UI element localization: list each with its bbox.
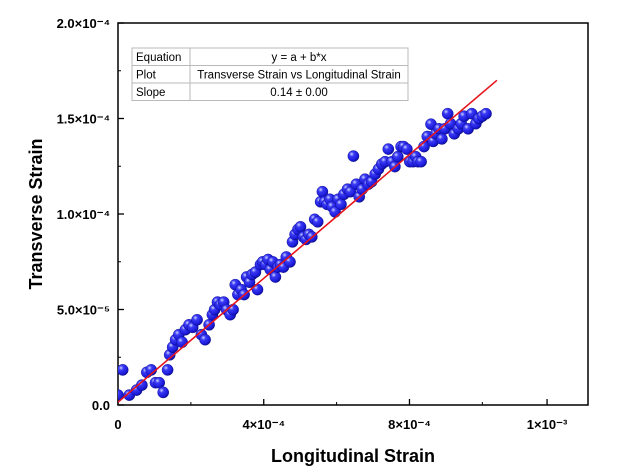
data-point (191, 313, 203, 326)
data-point (382, 143, 395, 155)
fit-table-value: 0.14 ± 0.00 (270, 87, 327, 99)
data-point (118, 364, 129, 376)
x-axis-title: Longitudinal Strain (271, 446, 435, 466)
fit-line (118, 79, 498, 403)
data-point (199, 333, 211, 346)
x-tick-label: 1×10⁻³ (527, 417, 568, 432)
x-tick-label: 0 (114, 417, 121, 432)
data-point (227, 303, 239, 316)
data-point (176, 336, 188, 349)
data-point (415, 155, 427, 168)
data-point (441, 107, 454, 120)
fit-table: Equation y = a + b*x Plot Transverse Strain… (131, 47, 409, 101)
data-point (311, 215, 324, 228)
data-point (136, 379, 148, 391)
data-point (436, 133, 448, 145)
y-tick-label: 5.0×10⁻⁵ (57, 303, 110, 318)
data-point (161, 364, 174, 376)
x-tick-label: 8×10⁻⁴ (388, 417, 431, 432)
y-axis: 0.0 5.0×10⁻⁵ 1.0×10⁻⁴ 1.5×10⁻⁴ 2.0×10⁻⁴ (57, 16, 124, 413)
fit-table-frame (131, 47, 409, 101)
fit-table-key: Equation (136, 52, 181, 64)
fit-table-key: Plot (136, 70, 157, 82)
x-tick-label: 4×10⁻⁴ (242, 417, 285, 432)
data-point (284, 256, 296, 268)
data-point (251, 283, 264, 296)
data-point (335, 198, 347, 211)
data-point (347, 150, 360, 162)
data-point (157, 386, 169, 399)
y-tick-label: 1.5×10⁻⁴ (57, 112, 110, 127)
y-axis-title: Transverse Strain (26, 138, 46, 289)
data-point (401, 143, 413, 155)
y-tick-label: 1.0×10⁻⁴ (57, 207, 110, 222)
data-point (269, 271, 282, 283)
fit-table-key: Slope (136, 87, 165, 99)
data-point (480, 107, 492, 120)
fit-table-value: Transverse Strain vs Longitudinal Strain (197, 70, 400, 82)
fit-table-value: y = a + b*x (272, 52, 327, 64)
fit-line-group (118, 79, 498, 403)
y-tick-label: 0.0 (92, 398, 110, 413)
y-tick-label: 2.0×10⁻⁴ (57, 16, 110, 31)
